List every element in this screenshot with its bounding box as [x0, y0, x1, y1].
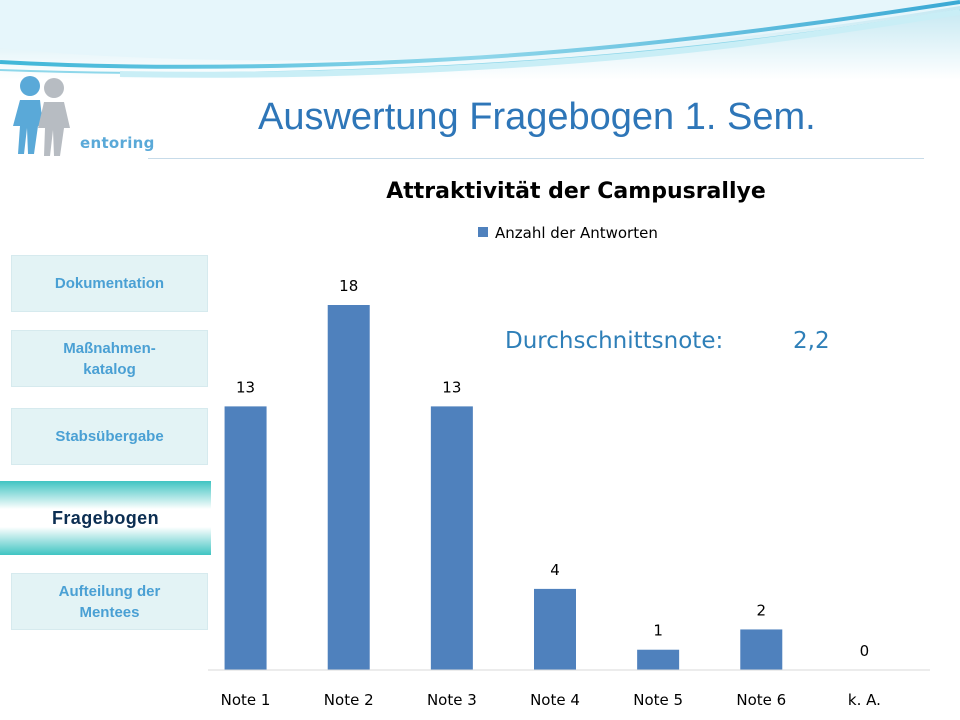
- data-label: 2: [757, 601, 767, 619]
- slide-title: Auswertung Fragebogen 1. Sem.: [258, 96, 816, 138]
- title-divider: [148, 158, 924, 159]
- average-value: 2,2: [793, 328, 830, 354]
- mentoring-logo: entoring: [8, 72, 158, 162]
- bar-note-1: [224, 406, 267, 670]
- chart-legend: Anzahl der Antworten: [478, 224, 658, 242]
- legend-swatch: [478, 227, 488, 237]
- nav-item-label: Stabsübergabe: [55, 428, 164, 445]
- category-label: Note 5: [633, 691, 683, 709]
- category-label: k. A.: [848, 691, 881, 709]
- nav-item-aufteilung-der-mentees[interactable]: Aufteilung der Mentees: [11, 573, 208, 630]
- category-label: Note 3: [427, 691, 477, 709]
- data-label: 1: [653, 622, 663, 640]
- bar-note-4: [534, 588, 576, 670]
- data-label: 13: [236, 378, 255, 396]
- category-label: Note 2: [324, 691, 374, 709]
- bar-note-6: [740, 629, 783, 670]
- nav-item-dokumentation[interactable]: Dokumentation: [11, 255, 208, 312]
- nav-item-label: Maßnahmen- katalog: [63, 339, 156, 378]
- header-wave-decoration: [0, 0, 960, 80]
- bars: 13 Note 1 18 Note 2 13 Note 3 4 Note 4 1 Note 5 2 N…: [221, 277, 881, 709]
- bar-note-2: [327, 305, 370, 670]
- nav-item-label: Aufteilung der Mentees: [58, 582, 161, 621]
- data-label: 13: [442, 378, 461, 396]
- nav-item-stabsuebergabe[interactable]: Stabsübergabe: [11, 408, 208, 465]
- category-label: Note 6: [736, 691, 786, 709]
- bar-note-3: [430, 406, 473, 670]
- bar-note-5: [637, 649, 680, 670]
- data-label: 0: [860, 642, 870, 660]
- bar-chart: Attraktivität der Campusrallye Anzahl de…: [208, 179, 930, 709]
- logo-figures-icon: [13, 76, 70, 156]
- category-label: Note 1: [221, 691, 271, 709]
- data-label: 4: [550, 561, 560, 579]
- average-label: Durchschnittsnote:: [505, 328, 723, 354]
- data-label: 18: [339, 277, 358, 295]
- chart-title: Attraktivität der Campusrallye: [386, 179, 766, 204]
- logo-text: entoring: [80, 134, 155, 152]
- category-label: Note 4: [530, 691, 580, 709]
- nav-item-massnahmenkatalog[interactable]: Maßnahmen- katalog: [11, 330, 208, 387]
- nav-item-label: Dokumentation: [54, 275, 165, 292]
- average-annotation: Durchschnittsnote: 2,2: [505, 328, 830, 354]
- legend-label: Anzahl der Antworten: [495, 224, 658, 242]
- nav-item-label: Fragebogen: [51, 507, 159, 528]
- nav-item-fragebogen[interactable]: Fragebogen: [0, 481, 211, 555]
